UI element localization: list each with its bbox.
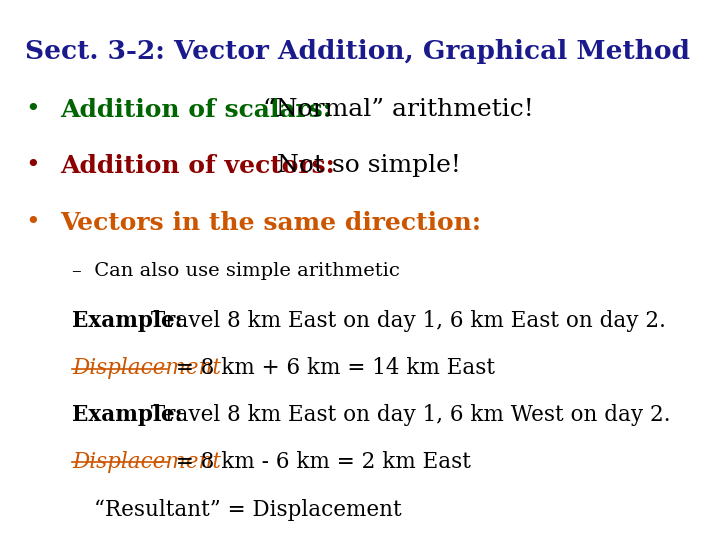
Text: Travel 8 km East on day 1, 6 km West on day 2.: Travel 8 km East on day 1, 6 km West on … (144, 404, 670, 426)
Text: Vectors in the same direction:: Vectors in the same direction: (60, 211, 481, 235)
Text: •: • (25, 154, 40, 178)
Text: Displacement: Displacement (72, 357, 221, 379)
Text: Not so simple!: Not so simple! (269, 154, 461, 178)
Text: Addition of scalars:: Addition of scalars: (60, 98, 332, 122)
Text: –  Can also use simple arithmetic: – Can also use simple arithmetic (72, 262, 400, 280)
Text: •: • (25, 211, 40, 234)
Text: “Normal” arithmetic!: “Normal” arithmetic! (263, 98, 534, 121)
Text: •: • (25, 98, 40, 121)
Text: = 8 km + 6 km = 14 km East: = 8 km + 6 km = 14 km East (169, 357, 495, 379)
Text: Example:: Example: (72, 310, 183, 332)
Text: Sect. 3-2: Vector Addition, Graphical Method: Sect. 3-2: Vector Addition, Graphical Me… (25, 39, 690, 64)
Text: Addition of vectors:: Addition of vectors: (60, 154, 335, 179)
Text: Travel 8 km East on day 1, 6 km East on day 2.: Travel 8 km East on day 1, 6 km East on … (144, 310, 665, 332)
Text: Displacement: Displacement (72, 450, 221, 472)
Text: “Resultant” = Displacement: “Resultant” = Displacement (94, 499, 402, 521)
Text: = 8 km - 6 km = 2 km East: = 8 km - 6 km = 2 km East (169, 450, 471, 472)
Text: Example:: Example: (72, 404, 183, 426)
